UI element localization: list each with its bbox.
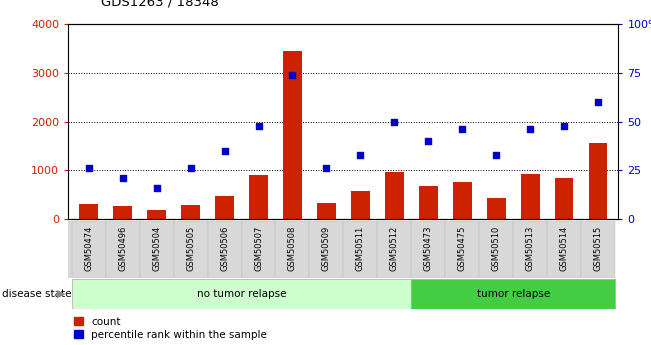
Bar [208, 221, 242, 278]
Point [186, 166, 196, 171]
Text: GSM50506: GSM50506 [220, 225, 229, 271]
Text: GSM50504: GSM50504 [152, 226, 161, 271]
Point [389, 119, 400, 125]
Bar [581, 221, 615, 278]
Point [559, 123, 570, 128]
Bar [445, 221, 479, 278]
Bar [249, 175, 268, 219]
Bar [487, 198, 506, 219]
Point [491, 152, 501, 158]
Text: GSM50513: GSM50513 [525, 225, 534, 271]
Point [355, 152, 366, 158]
Bar [275, 221, 309, 278]
Bar [72, 279, 411, 309]
Bar [181, 205, 200, 219]
Text: GSM50496: GSM50496 [118, 225, 127, 271]
Point [593, 99, 603, 105]
Text: GSM50505: GSM50505 [186, 226, 195, 271]
Bar [79, 204, 98, 219]
Text: no tumor relapse: no tumor relapse [197, 289, 286, 299]
Bar [513, 221, 547, 278]
Bar [589, 142, 607, 219]
Text: GSM50514: GSM50514 [560, 226, 568, 271]
Point [219, 148, 230, 154]
Text: GSM50473: GSM50473 [424, 225, 433, 271]
Legend: count, percentile rank within the sample: count, percentile rank within the sample [74, 317, 267, 340]
Bar [411, 279, 615, 309]
Text: GSM50508: GSM50508 [288, 225, 297, 271]
Bar [351, 191, 370, 219]
Bar [521, 174, 540, 219]
Point [525, 127, 535, 132]
Text: GSM50515: GSM50515 [594, 226, 603, 271]
Text: GSM50475: GSM50475 [458, 225, 467, 271]
Text: GSM50512: GSM50512 [390, 226, 399, 271]
Point [321, 166, 331, 171]
Bar [378, 221, 411, 278]
Bar [283, 51, 302, 219]
Bar [419, 186, 437, 219]
Text: GDS1263 / 18348: GDS1263 / 18348 [101, 0, 219, 9]
Bar [555, 178, 574, 219]
Bar [453, 182, 471, 219]
Bar [479, 221, 513, 278]
Bar [309, 221, 344, 278]
Text: GSM50511: GSM50511 [356, 226, 365, 271]
Bar [174, 221, 208, 278]
Bar [215, 196, 234, 219]
Point [287, 72, 298, 78]
Bar [147, 210, 166, 219]
Text: GSM50510: GSM50510 [492, 226, 501, 271]
Text: ▶: ▶ [57, 289, 66, 299]
Point [152, 185, 162, 191]
Point [423, 138, 434, 144]
Bar [317, 203, 336, 219]
Point [253, 123, 264, 128]
Bar [547, 221, 581, 278]
Point [117, 175, 128, 181]
Point [83, 166, 94, 171]
Point [457, 127, 467, 132]
Text: GSM50509: GSM50509 [322, 226, 331, 271]
Text: GSM50507: GSM50507 [254, 225, 263, 271]
Bar [411, 221, 445, 278]
Bar [113, 206, 132, 219]
Bar [105, 221, 140, 278]
Bar [140, 221, 174, 278]
Text: GSM50474: GSM50474 [84, 225, 93, 271]
Bar [385, 172, 404, 219]
Text: disease state: disease state [2, 289, 72, 299]
Bar [343, 221, 378, 278]
Bar [242, 221, 275, 278]
Bar [72, 221, 105, 278]
Text: tumor relapse: tumor relapse [477, 289, 550, 299]
